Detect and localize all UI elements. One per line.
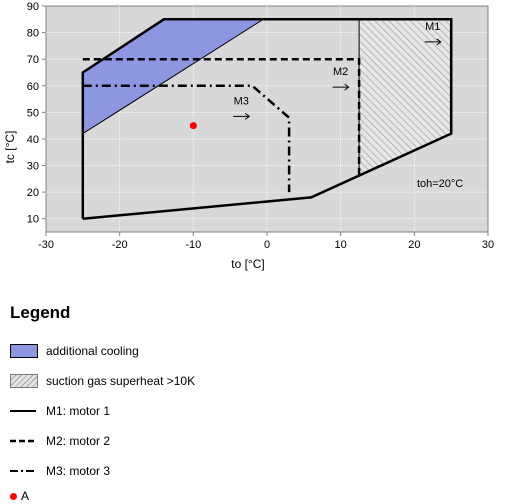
legend-item-point-a: A bbox=[10, 488, 29, 504]
arrow-icon bbox=[244, 112, 251, 120]
x-tick-label: 10 bbox=[335, 239, 347, 251]
x-tick-label: -10 bbox=[185, 239, 201, 251]
axis-ticks: 10 20 30 40 50 60 70 80 90 -30 -20 -10 0 10 20 30 bbox=[27, 1, 494, 251]
regions bbox=[82, 18, 452, 177]
legend-item-m3: M3: motor 3 bbox=[10, 456, 490, 486]
y-tick-label: 60 bbox=[27, 81, 39, 93]
y-tick-label: 20 bbox=[27, 187, 39, 199]
hatch-swatch bbox=[10, 374, 38, 388]
x-tick-label: 0 bbox=[264, 239, 270, 251]
operating-point-a bbox=[189, 122, 197, 130]
legend-item-m2: M2: motor 2 bbox=[10, 426, 490, 456]
red-dot-icon bbox=[10, 492, 17, 500]
series-line-dashdot bbox=[82, 84, 291, 193]
legend: Legend additional cooling suction gas su… bbox=[10, 302, 490, 486]
solid-line-swatch bbox=[10, 404, 38, 418]
legend-title: Legend bbox=[10, 303, 71, 322]
toh-annotation: toh=20°C bbox=[417, 178, 463, 190]
y-tick-label: 90 bbox=[27, 1, 39, 13]
curve-label: M3 bbox=[234, 95, 249, 107]
series-lines bbox=[81, 18, 453, 220]
legend-label: M1: motor 1 bbox=[46, 404, 111, 418]
y-tick-label: 10 bbox=[27, 214, 39, 226]
legend-label: suction gas superheat >10K bbox=[46, 374, 196, 388]
arrow-icon bbox=[436, 38, 442, 46]
x-axis-label: to [°C] bbox=[231, 257, 264, 271]
legend-label: M2: motor 2 bbox=[46, 434, 111, 448]
dashdot-line-swatch bbox=[10, 464, 38, 478]
legend-item-additional-cooling: additional cooling bbox=[10, 336, 490, 366]
y-tick-label: 50 bbox=[27, 107, 39, 119]
legend-label: A bbox=[21, 489, 30, 503]
curve-label: M2 bbox=[333, 66, 348, 78]
legend-label: additional cooling bbox=[46, 344, 139, 358]
y-axis-label: tc [°C] bbox=[3, 131, 17, 164]
x-tick-label: -20 bbox=[112, 239, 128, 251]
x-tick-label: -30 bbox=[38, 239, 54, 251]
y-tick-label: 70 bbox=[27, 54, 39, 66]
legend-label: M3: motor 3 bbox=[46, 464, 111, 478]
curve-label: M1 bbox=[425, 21, 440, 33]
chart-annotations: M1 M2 M3 toh=20°C bbox=[189, 21, 463, 190]
y-tick-label: 40 bbox=[27, 134, 39, 146]
x-tick-label: 30 bbox=[482, 239, 494, 251]
dashed-line-swatch bbox=[10, 434, 38, 448]
legend-item-m1: M1: motor 1 bbox=[10, 396, 490, 426]
legend-item-suction-superheat: suction gas superheat >10K bbox=[10, 366, 490, 396]
y-tick-label: 30 bbox=[27, 161, 39, 173]
series-line-solid bbox=[81, 18, 453, 220]
series-line-dashed bbox=[82, 57, 361, 177]
y-tick-label: 80 bbox=[27, 28, 39, 40]
x-tick-label: 20 bbox=[408, 239, 420, 251]
arrow-icon bbox=[344, 83, 350, 91]
additional-cooling-swatch bbox=[10, 344, 38, 358]
